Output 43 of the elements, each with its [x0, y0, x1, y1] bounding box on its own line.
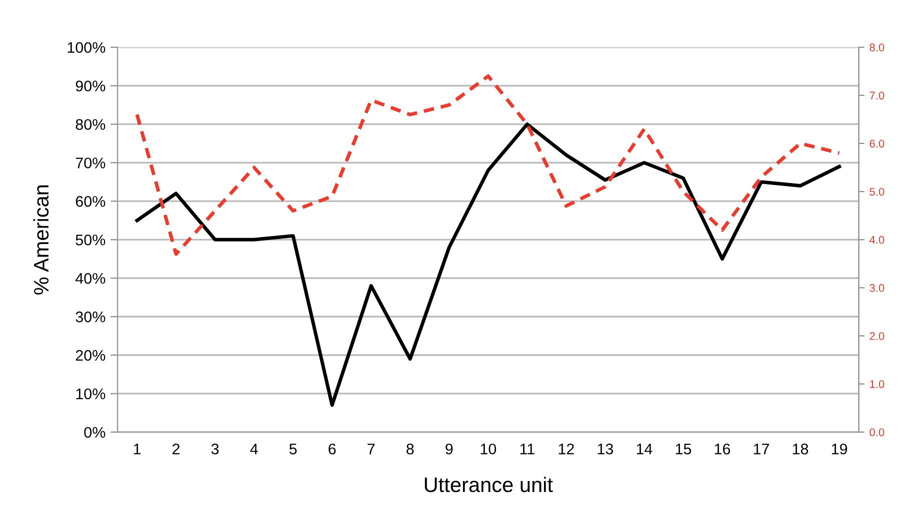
- y-tick-label: 70%: [76, 158, 106, 168]
- y-tick-label: 10%: [76, 388, 106, 400]
- x-tick-label: 19: [832, 444, 848, 454]
- x-tick-label: 15: [676, 444, 692, 454]
- x-tick-label: 1: [134, 444, 141, 454]
- y-tick-label: 0%: [84, 426, 106, 438]
- x-tick-label: 5: [289, 444, 297, 454]
- x-tick-label: 2: [172, 444, 180, 454]
- y2-tick-label: 4.0: [869, 236, 884, 244]
- y2-tick-label: 6.0: [870, 140, 884, 148]
- y-tick-label: 90%: [76, 80, 106, 92]
- y2-tick-label: 7.0: [870, 92, 884, 100]
- y-tick-label: 50%: [76, 234, 106, 246]
- x-tick-label: 6: [328, 444, 336, 454]
- x-tick-label: 10: [480, 444, 496, 454]
- x-tick-label: 18: [792, 444, 808, 454]
- y2-tick-label: 2.0: [870, 332, 884, 340]
- x-tick-label: 7: [368, 444, 375, 454]
- line-series: [135, 74, 842, 256]
- x-tick-label: 9: [446, 444, 453, 454]
- x-tick-label: 12: [558, 444, 574, 454]
- y2-tick-label: 5.0: [870, 188, 884, 196]
- y2-tick-label: 1.0: [870, 380, 884, 388]
- x-tick-label: 14: [636, 444, 652, 454]
- y2-tick-label: 0.0: [870, 428, 884, 436]
- y-tick-label: 80%: [76, 119, 106, 130]
- x-tick-label: 11: [520, 444, 534, 454]
- x-tick-label: 8: [406, 444, 414, 454]
- y2-tick-label: 3.0: [870, 284, 884, 292]
- x-axis-title: Utterance unit: [424, 476, 553, 492]
- y-tick-label: 40%: [75, 273, 106, 284]
- y-tick-label: 60%: [76, 196, 106, 207]
- line-series: [135, 122, 842, 407]
- x-tick-label: 4: [250, 444, 258, 454]
- y-axis-title: % American: [33, 185, 49, 294]
- x-tick-label: 13: [598, 444, 614, 454]
- x-tick-label: 17: [754, 444, 769, 454]
- y-tick-label: 100%: [68, 42, 106, 53]
- x-tick-label: 16: [714, 444, 730, 454]
- y-tick-label: 30%: [76, 311, 106, 322]
- y2-tick-label: 8.0: [870, 44, 884, 52]
- y-tick-label: 20%: [76, 350, 106, 361]
- x-tick-label: 3: [211, 444, 219, 454]
